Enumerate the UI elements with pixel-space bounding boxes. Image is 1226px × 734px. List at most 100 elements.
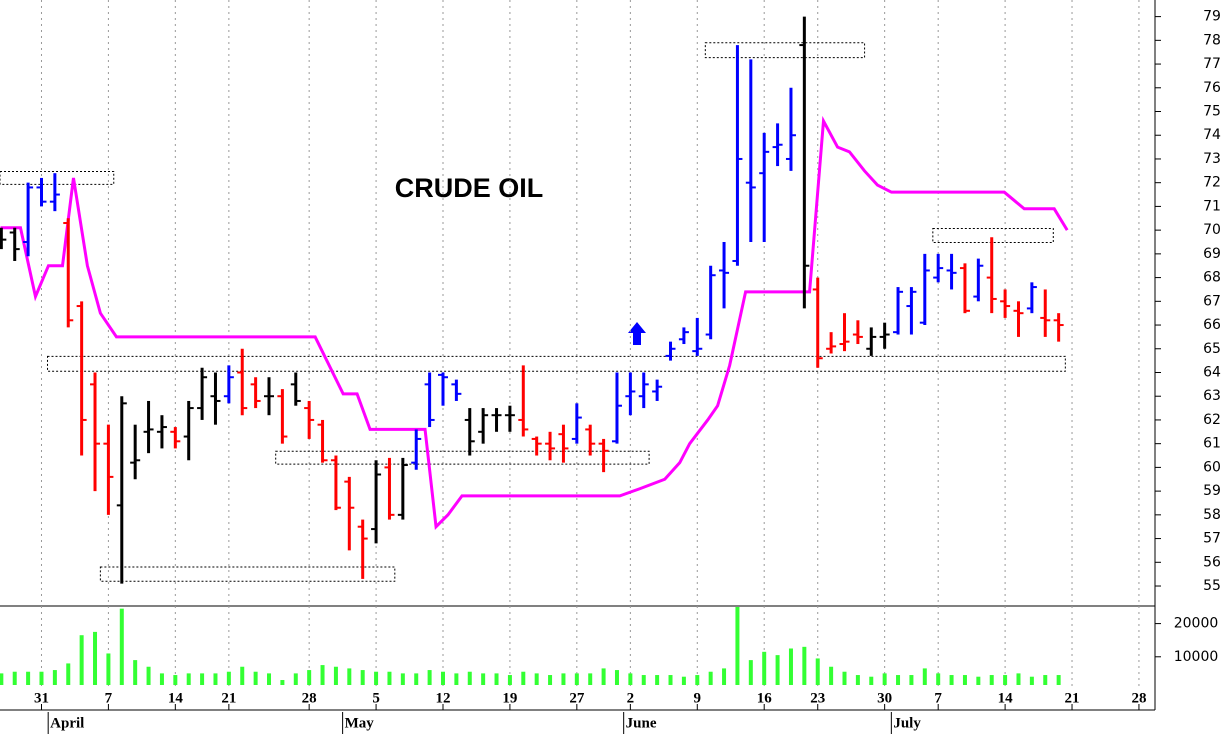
volume-bar [936,673,941,685]
volume-bar [240,666,245,685]
volume-bar [788,648,793,685]
volume-bar [815,658,820,685]
volume-bar [467,671,472,685]
level-box [99,566,396,582]
y-tick-label: 60 [1203,459,1221,475]
y-tick-label: 67 [1203,293,1221,309]
volume-bar [39,671,44,685]
volume-bar [52,670,57,685]
y-tick-label: 65 [1203,341,1221,357]
volume-bar [267,673,272,685]
volume-bar [226,671,231,685]
volume-bar [976,676,981,685]
y-tick-label: 57 [1203,531,1221,547]
month-label: April [50,715,84,731]
volume-bar [400,673,405,685]
volume-bar [1003,675,1008,685]
volume-bar [561,673,566,685]
volume-bar [695,675,700,685]
volume-bar [414,673,419,685]
month-label: July [893,715,921,731]
volume-bar [614,670,619,685]
level-box [275,450,650,465]
x-tick-label: 16 [757,690,773,706]
y-tick-label: 61 [1203,436,1221,452]
volume-bar [829,666,834,685]
volume-bar [534,673,539,685]
y-tick-label: 63 [1203,388,1221,404]
volume-bar [387,671,392,685]
volume-bar [293,673,298,685]
x-tick-label: 12 [435,690,450,706]
x-tick-label: 5 [372,690,380,706]
y-tick-label: 68 [1203,270,1221,286]
volume-bar [79,635,84,685]
y-tick-label: 73 [1203,151,1221,167]
x-tick-label: 14 [998,690,1014,706]
volume-bar [668,675,673,685]
volume-bar [146,666,151,685]
month-label: May [345,715,375,731]
volume-bar [26,671,31,685]
y-tick-label: 66 [1203,317,1221,333]
month-label: June [626,715,657,731]
volume-bar [869,676,874,685]
y-tick-label: 72 [1203,175,1221,191]
volume-bar [1056,675,1061,685]
y-tick-label: 62 [1203,412,1221,428]
level-box [932,227,1054,243]
volume-bar [521,671,526,685]
level-box [704,42,866,59]
volume-bar [775,655,780,685]
y-tick-label: 55 [1203,578,1221,594]
volume-bar [360,670,365,685]
y-tick-label: 58 [1203,507,1221,523]
x-tick-label: 28 [302,690,317,706]
volume-bar [66,663,71,685]
volume-bar [253,671,258,685]
volume-bar [307,670,312,685]
volume-bar [949,675,954,685]
volume-tick-label: 10000 [1174,649,1219,665]
volume-bar [119,608,124,685]
volume-bar [427,670,432,685]
volume-bar [507,675,512,685]
volume-bar [440,671,445,685]
volume-bar [909,675,914,685]
volume-bar [548,675,553,685]
y-tick-label: 79 [1203,9,1221,25]
y-tick-label: 59 [1203,483,1221,499]
volume-bar [882,673,887,685]
volume-bar [280,680,285,685]
x-tick-label: 7 [105,690,113,706]
volume-bar [855,675,860,685]
x-tick-label: 31 [34,690,49,706]
volume-bar [762,651,767,685]
volume-bar [333,666,338,685]
volume-bar [922,668,927,685]
volume-bar [601,668,606,685]
y-tick-label: 75 [1203,104,1221,120]
up-arrow [628,322,646,345]
volume-bar [588,673,593,685]
x-tick-label: 27 [569,690,585,706]
x-tick-label: 7 [934,690,942,706]
volume-bar [842,671,847,685]
x-tick-label: 21 [1065,690,1080,706]
x-tick-label: 2 [627,690,635,706]
volume-bar [454,673,459,685]
volume-bar [213,673,218,685]
x-tick-label: 28 [1131,690,1146,706]
volume-bar [896,675,901,685]
volume-bar [320,665,325,685]
stop-line [0,115,1069,530]
x-tick-label: 30 [877,690,892,706]
volume-bar [574,673,579,685]
volume-bar [1029,676,1034,685]
y-tick-label: 74 [1203,127,1221,143]
y-tick-label: 69 [1203,246,1221,262]
x-tick-label: 9 [694,690,702,706]
volume-bar [722,668,727,685]
